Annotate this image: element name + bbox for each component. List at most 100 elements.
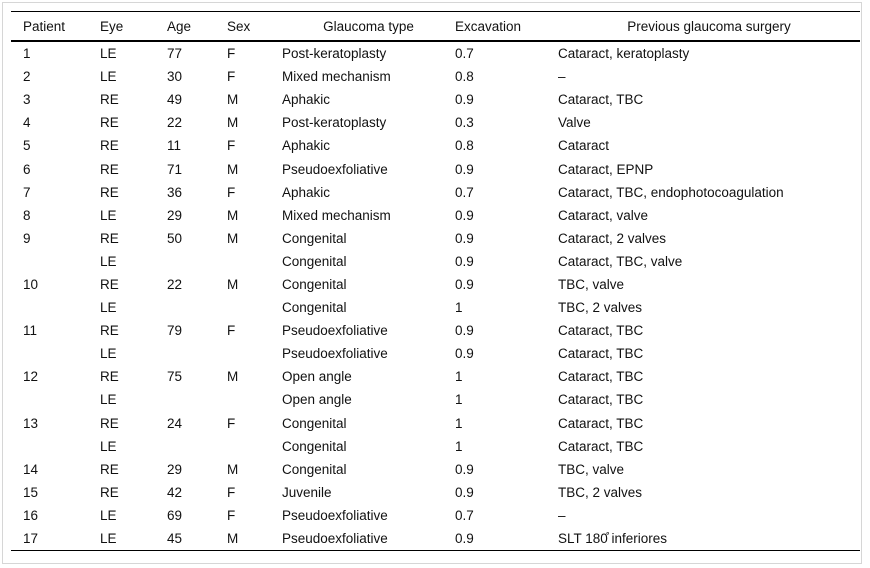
table-cell: LE [100,253,117,269]
table-row: 10 RE 22 M Congenital 0.9 TBC, valve [11,273,860,296]
table-cell: 0.3 [455,115,474,131]
table-cell [11,250,100,273]
table-cell: 11 [23,323,38,339]
table-cell: RE [100,230,119,246]
table-row: LE Pseudoexfoliative 0.9 Cataract, TBC [11,342,860,365]
column-header-age: Age [167,11,227,42]
table-cell: LE [100,392,117,408]
table-cell: 36 [167,184,183,200]
table-row: 15 RE 42 F Juvenile 0.9 TBC, 2 valves [11,481,860,504]
column-header-glaucoma-type: Glaucoma type [282,11,455,42]
table-cell: Post-keratoplasty [282,46,387,62]
table-cell: 0.9 [455,92,474,108]
table-cell: Cataract, TBC, endophotocoagulation [558,184,784,200]
table-cell: 15 [23,484,39,500]
table-cell: 8 [23,207,31,223]
table-row: 6 RE 71 M Pseudoexfoliative 0.9 Cataract, EPNP [11,157,860,180]
table-cell: RE [100,161,119,177]
table-cell: Pseudoexfoliative [282,346,388,362]
table-cell: Cataract, TBC [558,415,644,431]
table-cell: Cataract, TBC [558,438,644,454]
table-cell [167,388,227,411]
table-cell: LE [100,69,117,85]
table-cell: 0.9 [455,253,474,269]
table-cell [167,435,227,458]
table-row: 17 LE 45 M Pseudoexfoliative 0.9 SLT 180̊ infe… [11,527,860,551]
table-cell: 1 [455,415,463,431]
column-header-sex: Sex [227,11,282,42]
table-header: Patient Eye Age Sex Glaucoma type Excavation P… [11,11,860,42]
table-cell: LE [100,438,117,454]
table-cell: M [227,115,239,131]
table-cell [227,388,282,411]
table-cell: 3 [23,92,31,108]
table-row: 7 RE 36 F Aphakic 0.7 Cataract, TBC, endophoto… [11,181,860,204]
table-row: 13 RE 24 F Congenital 1 Cataract, TBC [11,412,860,435]
table-cell [11,296,100,319]
table-cell: Cataract, TBC [558,392,644,408]
table-cell: 1 [455,369,463,385]
table-cell: SLT 180̊ inferiores [558,531,668,547]
table-cell: 1 [455,392,463,408]
table-row: LE Congenital 0.9 Cataract, TBC, valve [11,250,860,273]
table-cell: 0.9 [455,461,474,477]
table-cell: 0.8 [455,69,474,85]
table-cell: M [227,161,239,177]
table-cell: Pseudoexfoliative [282,161,388,177]
table-cell: Congenital [282,230,347,246]
table-cell: 29 [167,207,183,223]
table-row: 8 LE 29 M Mixed mechanism 0.9 Cataract, valve [11,204,860,227]
table-cell: Cataract, 2 valves [558,230,667,246]
table-cell: 22 [167,276,183,292]
table-cell: 11 [167,138,182,154]
table-row: 3 RE 49 M Aphakic 0.9 Cataract, TBC [11,88,860,111]
table-cell: Congenital [282,253,347,269]
table-cell: 0.8 [455,138,474,154]
patient-data-table: Patient Eye Age Sex Glaucoma type Excavation P… [11,11,860,552]
table-cell: LE [100,46,117,62]
table-cell: 5 [23,138,31,154]
table-cell: 49 [167,92,183,108]
table-cell: F [227,484,236,500]
table-cell: RE [100,323,119,339]
table-cell [11,435,100,458]
table-cell: 0.7 [455,46,474,62]
table-cell [11,388,100,411]
table-cell: Congenital [282,300,347,316]
table-cell: 12 [23,369,39,385]
table-cell: RE [100,184,119,200]
table-row: 16 LE 69 F Pseudoexfoliative 0.7 – [11,504,860,527]
table-cell: Aphakic [282,184,331,200]
table-cell: F [227,138,236,154]
table-row: LE Congenital 1 TBC, 2 valves [11,296,860,319]
table-cell: Congenital [282,461,347,477]
table-cell: Mixed mechanism [282,69,391,85]
table-cell: TBC, valve [558,461,625,477]
header-row: Patient Eye Age Sex Glaucoma type Excavation P… [11,11,860,42]
column-header-previous-glaucoma-surgery: Previous glaucoma surgery [558,11,860,42]
table-cell: Valve [558,115,591,131]
table-cell [167,250,227,273]
table-cell: 0.9 [455,323,474,339]
table-cell: Cataract, TBC [558,92,644,108]
table-cell: 0.7 [455,507,474,523]
table-cell: Pseudoexfoliative [282,507,388,523]
table-cell: 0.9 [455,531,474,547]
table-cell: RE [100,115,119,131]
column-header-patient: Patient [11,11,100,42]
table-cell: 45 [167,531,183,547]
table-cell: M [227,531,239,547]
table-cell: 77 [167,46,183,62]
table-cell: Cataract, EPNP [558,161,654,177]
table-cell: Mixed mechanism [282,207,391,223]
table-cell [167,342,227,365]
table-cell: 71 [167,161,183,177]
table-cell: 1 [455,438,463,454]
table-cell: 22 [167,115,183,131]
table-cell: 0.9 [455,276,474,292]
table-cell: F [227,507,236,523]
table-cell: TBC, valve [558,276,625,292]
table-cell: Juvenile [282,484,332,500]
table-cell: Pseudoexfoliative [282,531,388,547]
table-cell: 0.9 [455,207,474,223]
